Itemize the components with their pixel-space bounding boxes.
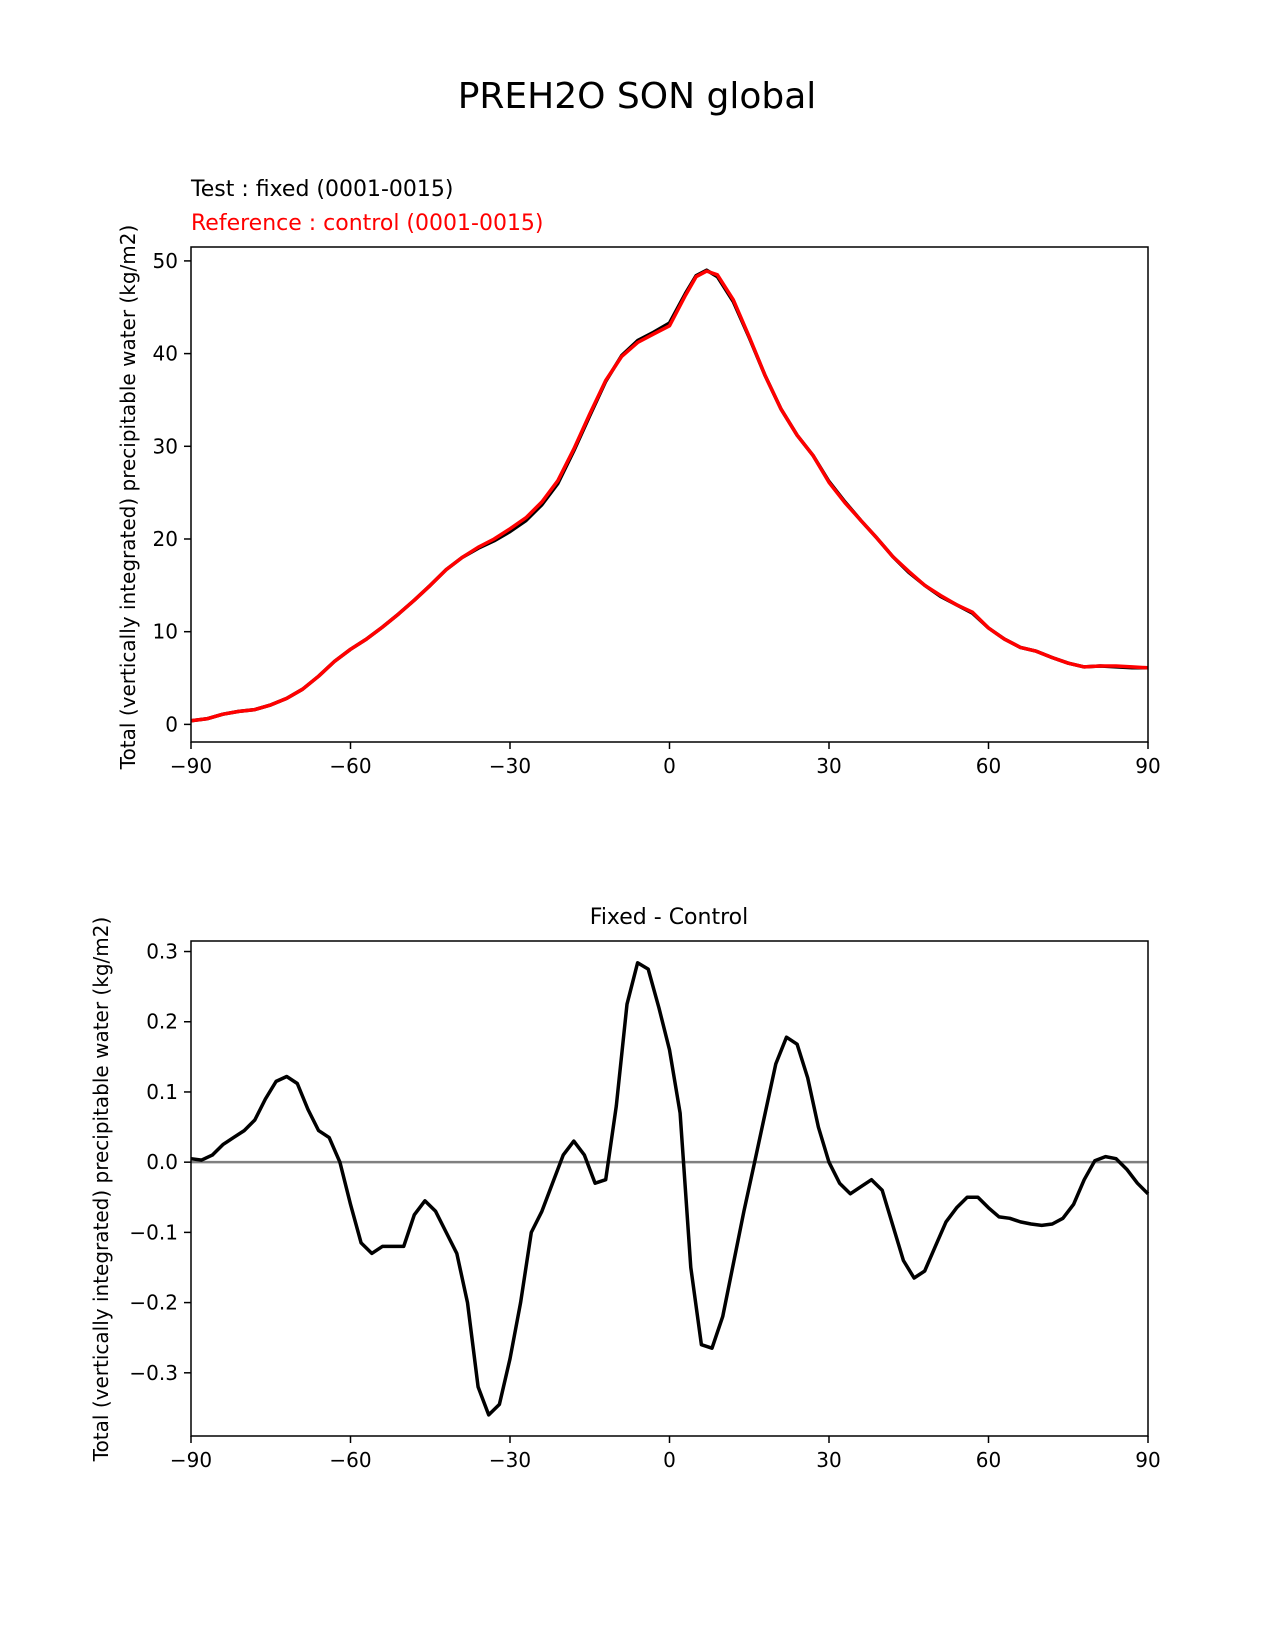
plot-area-bottom: −90 −60 −30 0 30 60 90 −0.3 −0.2 −0.1 0.0 0.1 0.2 0.3 xyxy=(129,940,1160,1472)
bottom-y-tick-label: 0.1 xyxy=(146,1080,178,1104)
top-x-tick-label: −60 xyxy=(329,754,371,778)
figure-title: PREH2O SON global xyxy=(458,76,817,117)
bottom-x-tick-label: 30 xyxy=(816,1448,841,1472)
bottom-x-tick-label: 90 xyxy=(1135,1448,1160,1472)
top-series-test xyxy=(190,268,1148,723)
y-axis-label-bottom: Total (vertically integrated) precipitab… xyxy=(89,917,113,1463)
top-series-reference xyxy=(190,269,1149,723)
bottom-x-tick-label: 60 xyxy=(976,1448,1001,1472)
top-x-tick-label: −90 xyxy=(170,754,212,778)
bottom-y-tick-label: −0.1 xyxy=(129,1220,178,1244)
top-y-tick-label: 0 xyxy=(165,712,178,736)
chart-title-bottom: Fixed - Control xyxy=(590,905,748,930)
top-y-tick-label: 20 xyxy=(153,527,178,551)
top-x-tick-label: 30 xyxy=(816,754,841,778)
plot-area-top: −90 −60 −30 0 30 60 90 0 10 20 30 40 50 xyxy=(153,246,1161,778)
top-y-tick-label: 30 xyxy=(153,434,178,458)
bottom-y-tick-label: −0.2 xyxy=(129,1291,178,1315)
chart-bottom: Fixed - Control Total (vertically integr… xyxy=(89,905,1161,1472)
bottom-x-tick-label: −30 xyxy=(489,1448,531,1472)
top-x-tick-label: 90 xyxy=(1135,754,1160,778)
bottom-x-tick-label: 0 xyxy=(663,1448,676,1472)
bottom-y-tick-label: 0.0 xyxy=(146,1150,178,1174)
bottom-y-tick-label: 0.3 xyxy=(146,940,178,964)
top-x-tick-label: 60 xyxy=(976,754,1001,778)
y-axis-label-top: Total (vertically integrated) precipitab… xyxy=(116,225,140,771)
reference-label: Reference : control (0001-0015) xyxy=(191,211,544,236)
bottom-frame xyxy=(190,940,1149,1437)
top-x-tick-label: −30 xyxy=(489,754,531,778)
bottom-y-tick-label: −0.3 xyxy=(129,1361,178,1385)
test-label: Test : fixed (0001-0015) xyxy=(190,177,454,202)
top-y-tick-label: 10 xyxy=(153,620,178,644)
top-y-tick-label: 40 xyxy=(153,342,178,366)
bottom-y-tick-label: 0.2 xyxy=(146,1010,178,1034)
top-y-tick-label: 50 xyxy=(153,249,178,273)
bottom-x-tick-label: −90 xyxy=(170,1448,212,1472)
bottom-x-tick-label: −60 xyxy=(329,1448,371,1472)
top-x-tick-label: 0 xyxy=(663,754,676,778)
bottom-series-test xyxy=(190,961,1150,1417)
chart-top: Test : fixed (0001-0015) Reference : con… xyxy=(116,177,1161,778)
